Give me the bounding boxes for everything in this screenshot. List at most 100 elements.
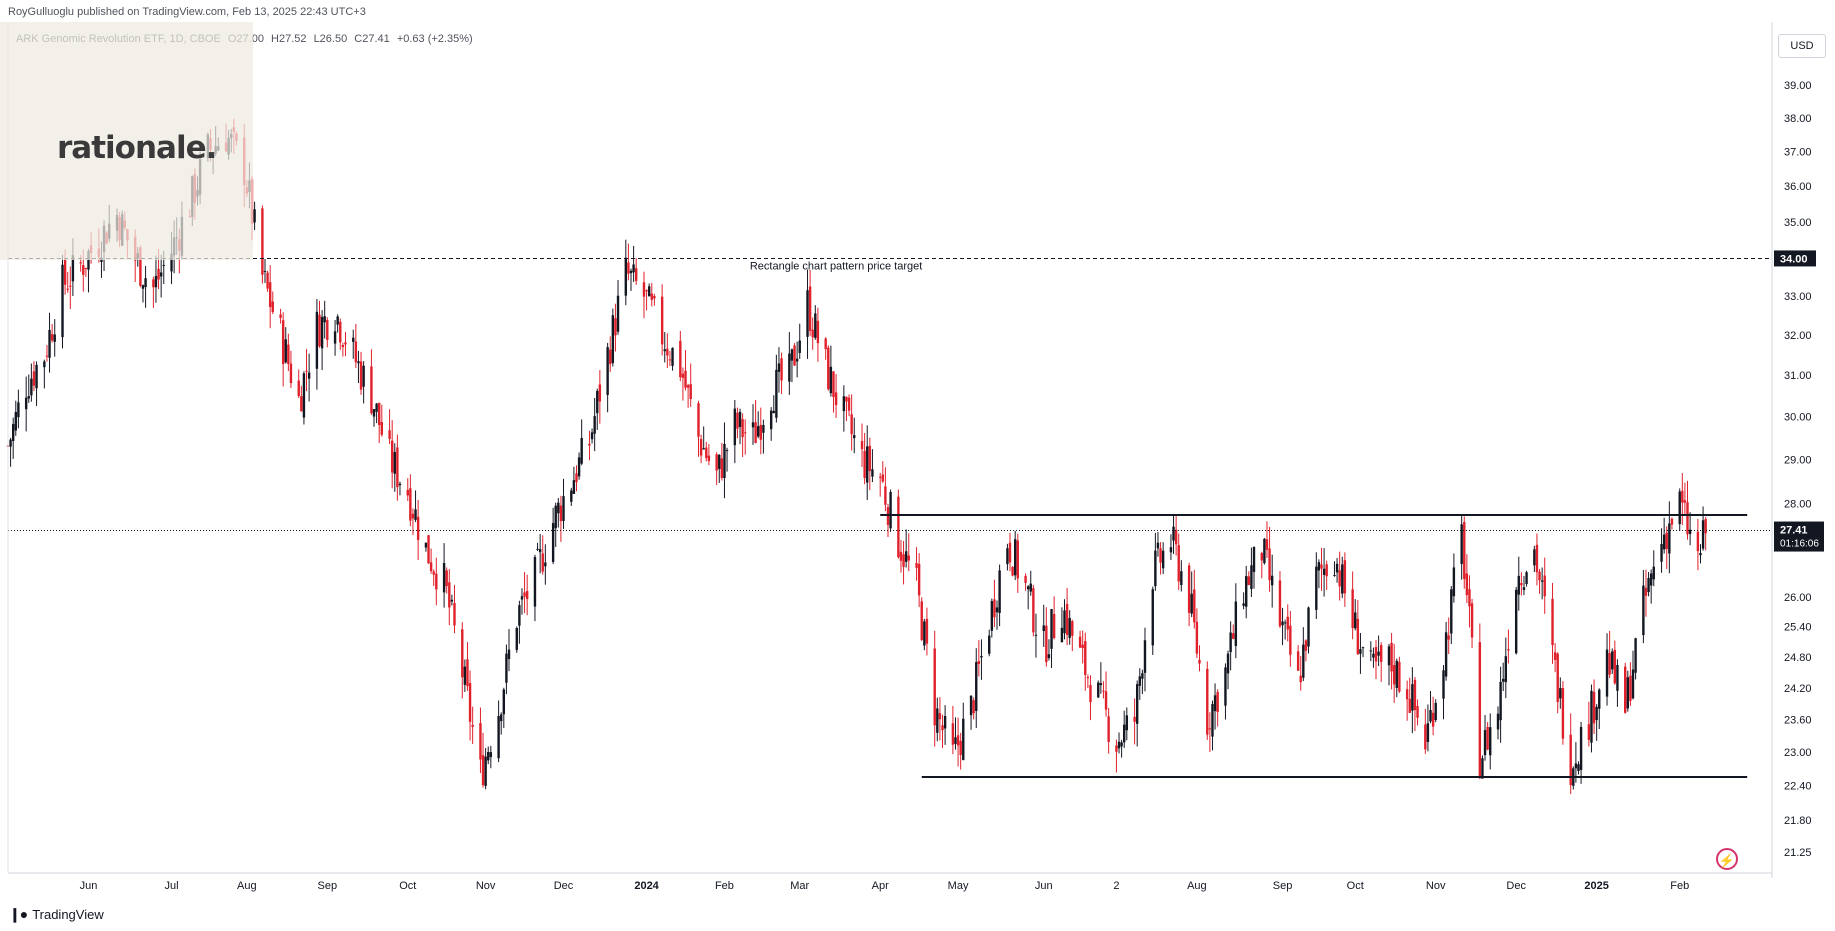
candle-body (453, 602, 456, 626)
candle-body (1198, 659, 1201, 664)
candle-body (972, 700, 975, 714)
candle-body (461, 629, 464, 678)
y-tick-label: 21.80 (1784, 815, 1812, 827)
currency-button[interactable]: USD (1778, 34, 1826, 58)
candle-body (180, 216, 184, 256)
candle-body (1343, 560, 1347, 594)
candle-body (938, 713, 942, 720)
candle-body (136, 253, 139, 259)
candle-body (616, 295, 620, 332)
x-tick-label: Aug (237, 880, 257, 892)
candle-body (154, 275, 158, 288)
candle-body (1195, 621, 1199, 654)
candle-body (1159, 548, 1162, 563)
candle-body (1681, 490, 1684, 503)
candle-body (118, 217, 121, 241)
candle-body (702, 448, 705, 450)
candle-body (904, 551, 908, 562)
candle-body (899, 551, 903, 561)
candle-body (559, 505, 563, 522)
tradingview-footer[interactable]: ❙● TradingView (9, 906, 104, 923)
candle-body (1647, 577, 1650, 593)
candle-body (523, 592, 526, 597)
candle-body (1013, 539, 1017, 576)
candle-body (1133, 716, 1136, 722)
candle-body (1104, 691, 1108, 710)
candle-body (1216, 691, 1219, 713)
candle-body (289, 363, 293, 384)
current-price-label: 27.41 (1780, 525, 1808, 537)
candle-body (1431, 712, 1435, 727)
candle-body (1278, 580, 1282, 627)
candle-body (850, 414, 853, 435)
candle-body (666, 348, 669, 356)
x-tick-label: Sep (1273, 880, 1293, 892)
y-tick-label: 23.60 (1784, 715, 1812, 727)
candle-body (1341, 564, 1344, 594)
candle-body (993, 599, 996, 618)
candle-body (323, 316, 326, 323)
candle-body (860, 441, 864, 450)
candle-body (1354, 612, 1357, 629)
candle-body (988, 635, 991, 654)
candle-body (466, 659, 469, 687)
candle-body (1045, 625, 1048, 663)
candle-body (923, 621, 926, 646)
candle-body (162, 264, 165, 266)
candle-body (609, 349, 612, 365)
candle-body (614, 318, 617, 336)
lines-layer: Rectangle chart pattern price target (8, 257, 1772, 779)
candle-body (11, 424, 15, 441)
candle-body (544, 562, 547, 567)
candle-body (326, 320, 329, 340)
candle-body (1543, 575, 1546, 597)
tradingview-brand: TradingView (32, 907, 104, 922)
candle-body (1686, 502, 1689, 535)
candle-body (344, 342, 347, 345)
candle-body (1099, 683, 1103, 686)
candle-body (1120, 742, 1123, 747)
candle-body (1242, 603, 1245, 606)
candle-body (1369, 650, 1373, 652)
candle-body (1644, 587, 1648, 596)
candle-body (596, 390, 599, 414)
candle-body (632, 264, 635, 273)
legend-low: L26.50 (313, 33, 348, 45)
candle-body (954, 737, 957, 744)
y-tick-label: 23.00 (1784, 747, 1812, 759)
candle-body (115, 214, 119, 231)
candle-body (1050, 608, 1053, 649)
candle-body (642, 282, 646, 297)
candle-body (1424, 724, 1427, 750)
candle-body (1595, 706, 1598, 721)
candle-body (1522, 587, 1526, 590)
candle-body (1478, 642, 1482, 779)
candle-body (1042, 625, 1045, 632)
lightning-icon[interactable]: ⚡ (1716, 848, 1738, 870)
candle-body (1390, 642, 1393, 672)
candle-body (500, 714, 503, 722)
candle-body (1071, 621, 1074, 636)
candle-body (1193, 589, 1196, 623)
candle-body (915, 563, 918, 568)
candle-body (1499, 681, 1502, 721)
candle-body (1156, 542, 1160, 549)
candle-body (720, 458, 724, 478)
y-tick-label: 33.00 (1784, 291, 1812, 303)
candle-body (941, 725, 944, 731)
candle-body (624, 257, 628, 296)
candle-body (1574, 763, 1578, 769)
candle-body (1429, 709, 1432, 722)
candle-body (89, 245, 93, 253)
candle-body (1465, 573, 1469, 596)
candle-body (577, 457, 581, 477)
candle-body (1577, 764, 1580, 772)
candle-body (1078, 636, 1082, 648)
candle-body (123, 220, 127, 228)
candle-body (1333, 575, 1336, 577)
candle-body (502, 689, 506, 715)
candle-body (1026, 586, 1030, 590)
candle-body (1514, 589, 1518, 654)
candle-body (1250, 565, 1253, 590)
